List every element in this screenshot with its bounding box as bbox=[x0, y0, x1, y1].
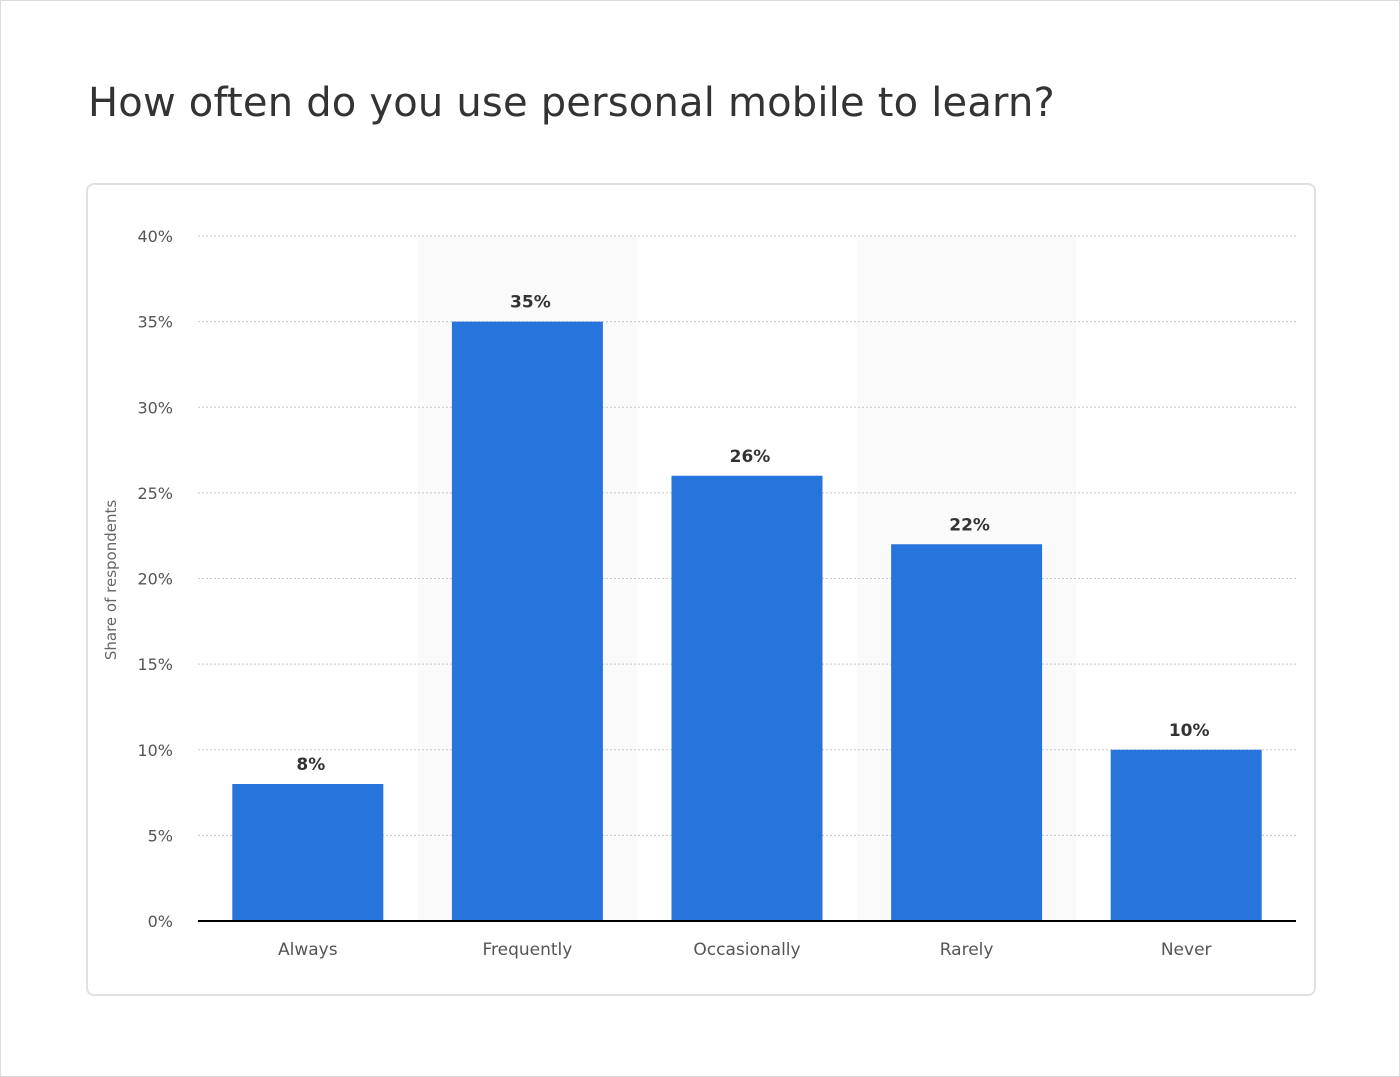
data-label: 10% bbox=[1169, 721, 1210, 741]
data-label: 26% bbox=[730, 447, 771, 467]
bar-frequently[interactable] bbox=[451, 321, 603, 921]
y-tick-label: 35% bbox=[137, 313, 173, 332]
x-tick-label: Never bbox=[1161, 940, 1212, 960]
chart-card bbox=[86, 183, 1316, 996]
x-tick-label: Frequently bbox=[482, 940, 572, 960]
y-tick-label: 40% bbox=[137, 227, 173, 246]
y-tick-label: 5% bbox=[148, 826, 173, 845]
y-axis-label: Share of respondents bbox=[102, 500, 120, 661]
y-tick-label: 10% bbox=[137, 741, 173, 760]
y-tick-label: 15% bbox=[137, 655, 173, 674]
x-tick-label: Rarely bbox=[940, 940, 994, 960]
page-title: How often do you use personal mobile to … bbox=[88, 80, 1055, 126]
y-tick-label: 30% bbox=[137, 398, 173, 417]
y-tick-label: 20% bbox=[137, 570, 173, 589]
bar-occasionally[interactable] bbox=[671, 475, 823, 921]
y-tick-label: 0% bbox=[148, 912, 173, 931]
y-tick-label: 25% bbox=[137, 484, 173, 503]
x-tick-label: Always bbox=[278, 940, 338, 960]
bar-always[interactable] bbox=[232, 784, 384, 921]
bar-rarely[interactable] bbox=[891, 544, 1043, 921]
data-label: 8% bbox=[296, 755, 325, 775]
bar-never[interactable] bbox=[1110, 749, 1262, 921]
x-tick-label: Occasionally bbox=[693, 940, 800, 960]
data-label: 35% bbox=[510, 293, 551, 313]
data-label: 22% bbox=[949, 515, 990, 535]
